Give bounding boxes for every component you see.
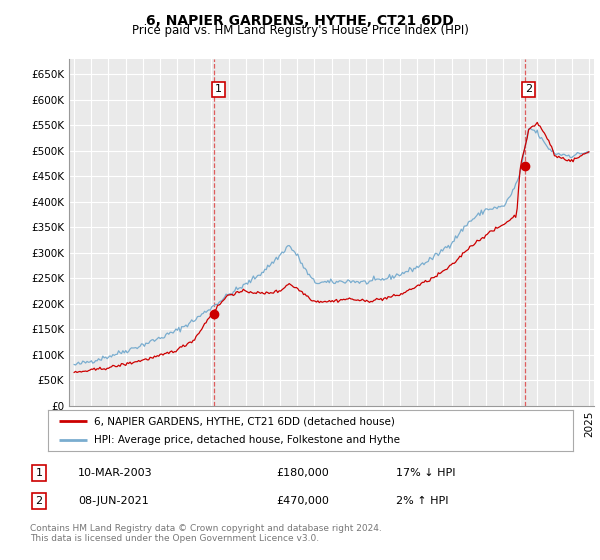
Text: 2: 2 <box>525 85 532 95</box>
Text: 2% ↑ HPI: 2% ↑ HPI <box>396 496 449 506</box>
Text: 6, NAPIER GARDENS, HYTHE, CT21 6DD: 6, NAPIER GARDENS, HYTHE, CT21 6DD <box>146 14 454 28</box>
Text: 17% ↓ HPI: 17% ↓ HPI <box>396 468 455 478</box>
Text: 08-JUN-2021: 08-JUN-2021 <box>78 496 149 506</box>
Text: 6, NAPIER GARDENS, HYTHE, CT21 6DD (detached house): 6, NAPIER GARDENS, HYTHE, CT21 6DD (deta… <box>94 417 395 426</box>
Text: Price paid vs. HM Land Registry's House Price Index (HPI): Price paid vs. HM Land Registry's House … <box>131 24 469 37</box>
Text: £180,000: £180,000 <box>276 468 329 478</box>
Text: 2: 2 <box>35 496 43 506</box>
Text: 1: 1 <box>35 468 43 478</box>
Text: This data is licensed under the Open Government Licence v3.0.: This data is licensed under the Open Gov… <box>30 534 319 543</box>
Text: £470,000: £470,000 <box>276 496 329 506</box>
Text: 1: 1 <box>215 85 222 95</box>
Text: Contains HM Land Registry data © Crown copyright and database right 2024.: Contains HM Land Registry data © Crown c… <box>30 524 382 533</box>
Text: 10-MAR-2003: 10-MAR-2003 <box>78 468 152 478</box>
Text: HPI: Average price, detached house, Folkestone and Hythe: HPI: Average price, detached house, Folk… <box>94 435 400 445</box>
